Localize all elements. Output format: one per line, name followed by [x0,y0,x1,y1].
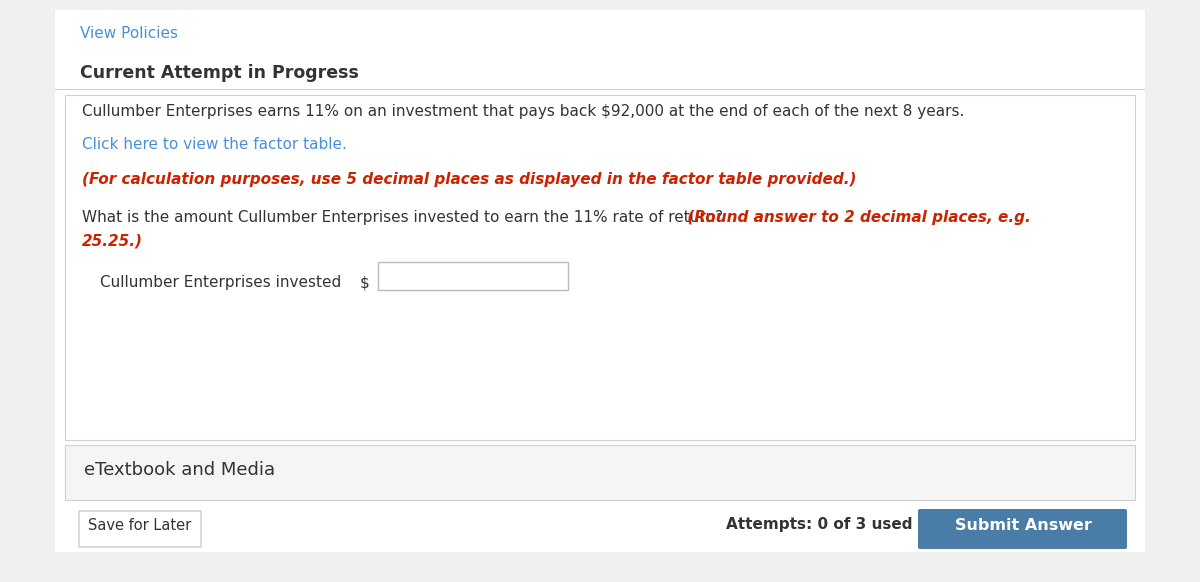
Text: Attempts: 0 of 3 used: Attempts: 0 of 3 used [726,517,912,533]
Bar [55,502,1145,552]
Text: (For calculation purposes, use 5 decimal places as displayed in the factor table: (For calculation purposes, use 5 decimal… [82,172,857,187]
Text: $: $ [360,275,370,290]
Bar [378,262,568,290]
Bar [55,89,1145,90]
Text: eTextbook and Media: eTextbook and Media [84,461,275,479]
Text: 25.25.): 25.25.) [82,234,143,249]
Text: Current Attempt in Progress: Current Attempt in Progress [80,64,359,82]
Text: Cullumber Enterprises earns 11% on an investment that pays back $92,000 at the e: Cullumber Enterprises earns 11% on an in… [82,104,965,119]
Text: (Round answer to 2 decimal places, e.g.: (Round answer to 2 decimal places, e.g. [682,210,1031,225]
Text: View Policies: View Policies [80,26,178,41]
Text: Save for Later: Save for Later [89,517,192,533]
Bar [65,445,1135,500]
Text: Submit Answer: Submit Answer [954,517,1092,533]
FancyBboxPatch shape [79,511,202,547]
Text: What is the amount Cullumber Enterprises invested to earn the 11% rate of return: What is the amount Cullumber Enterprises… [82,210,724,225]
Text: Cullumber Enterprises invested: Cullumber Enterprises invested [100,275,341,290]
FancyBboxPatch shape [918,509,1127,549]
Text: Click here to view the factor table.: Click here to view the factor table. [82,137,347,152]
Bar [65,95,1135,440]
